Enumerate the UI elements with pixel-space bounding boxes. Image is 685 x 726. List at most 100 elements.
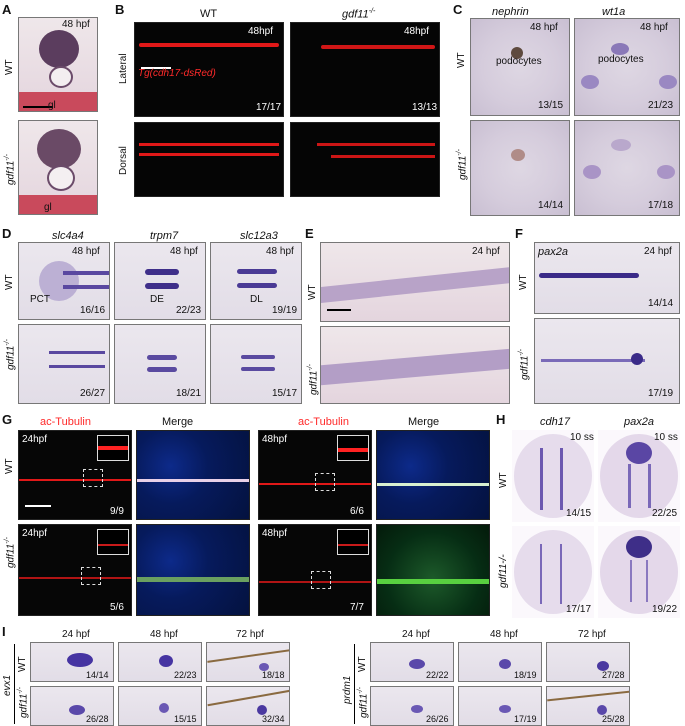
panel-g-wt-48-merge — [376, 430, 490, 520]
notochord — [47, 165, 75, 191]
panel-h-wt-label: WT — [498, 472, 509, 488]
panel-label-c: C — [453, 2, 463, 17]
cloaca-stain — [159, 703, 169, 713]
panel-b-mut-lateral — [290, 22, 440, 117]
panel-i-evx1-mut-72 — [206, 686, 290, 726]
panel-c-podo-1: podocytes — [496, 56, 542, 67]
pigment — [547, 690, 629, 702]
panel-label-b: B — [115, 2, 125, 17]
panel-d-stage-1: 48 hpf — [72, 246, 100, 257]
pronephros-signal — [317, 143, 435, 146]
panel-h-gene-1: cdh17 — [540, 416, 570, 428]
panel-g-count-3: 5/6 — [110, 602, 124, 613]
zoom-inset — [337, 435, 369, 461]
panel-g-wt-label: WT — [4, 458, 15, 474]
zoom-region — [83, 469, 103, 487]
panel-d-gene-2: trpm7 — [150, 230, 179, 242]
neural-tube — [37, 129, 81, 169]
panel-i-divider-2 — [354, 644, 355, 724]
panel-a-stage: 48 hpf — [62, 19, 90, 30]
panel-d-count-1: 16/16 — [80, 305, 106, 316]
cloaca-stain — [259, 663, 269, 671]
zoom-inset — [97, 529, 129, 555]
kidney-stain — [39, 261, 79, 301]
panel-i-prdm1-c4: 26/26 — [426, 714, 449, 724]
panel-d-count-4: 26/27 — [80, 388, 106, 399]
panel-i-evx1-c3: 18/18 — [262, 670, 285, 680]
kidney-stain — [626, 536, 652, 558]
panel-d-pct: PCT — [30, 294, 50, 305]
pronephric-duct — [338, 448, 368, 452]
pronephros-signal — [139, 43, 279, 47]
panel-f-count-2: 17/19 — [648, 388, 674, 399]
panel-d-trpm7-wt — [114, 242, 206, 320]
panel-g-mut-48-tub — [258, 524, 372, 616]
panel-i-prdm1-c3: 27/28 — [602, 670, 625, 680]
panel-b-wt-dorsal — [134, 122, 284, 197]
panel-b-dorsal: Dorsal — [118, 146, 129, 175]
panel-h-mut-label: gdf11-/- — [498, 554, 509, 588]
cloaca-stain — [499, 705, 511, 713]
cloaca-stain — [597, 661, 609, 671]
panel-h-count-3: 17/17 — [566, 604, 592, 615]
panel-f-gene: pax2a — [538, 246, 568, 258]
panel-c-wt-label: WT — [456, 52, 467, 68]
pronephric-duct — [377, 579, 489, 584]
panel-i-wt-label-1: WT — [17, 656, 28, 672]
panel-f-wt-image — [534, 242, 680, 314]
panel-g-mut-48-merge — [376, 524, 490, 616]
panel-d-stage-3: 48 hpf — [266, 246, 294, 257]
cloaca-stain — [257, 705, 267, 715]
panel-d-de: DE — [150, 294, 164, 305]
panel-label-a: A — [2, 2, 12, 17]
panel-d-gene-3: slc12a3 — [240, 230, 278, 242]
zoom-region — [81, 567, 101, 585]
tissue-band — [321, 348, 509, 386]
pronephros-stain — [539, 273, 639, 278]
panel-b-stage-1: 48hpf — [248, 26, 274, 37]
panel-b-mut-dorsal — [290, 122, 440, 197]
panel-g-merge-1: Merge — [162, 416, 194, 428]
panel-b-count-2: 13/13 — [412, 102, 438, 113]
panel-i-evx1-c1: 14/14 — [86, 670, 109, 680]
panel-g-wt-48-tub — [258, 430, 372, 520]
panel-a-wt-image — [18, 17, 98, 112]
zoom-region — [315, 473, 335, 491]
pigment — [207, 689, 289, 707]
panel-i-prdm1-c6: 25/28 — [602, 714, 625, 724]
zoom-inset — [97, 435, 129, 461]
panel-c-stage-1: 48 hpf — [530, 22, 558, 33]
panel-d-trpm7-mut — [114, 324, 206, 404]
pronephric-duct — [19, 577, 131, 579]
panel-i-prdm1-wt-24 — [370, 642, 454, 682]
panel-d-count-3: 19/19 — [272, 305, 298, 316]
panel-i-evx1-wt-24 — [30, 642, 114, 682]
panel-a-mut-label: gdf11-/- — [4, 154, 17, 185]
panel-b-wt-title: WT — [200, 8, 218, 20]
kidney-stain — [237, 283, 277, 288]
panel-i-evx1-c4: 26/28 — [86, 714, 109, 724]
panel-b-mut-title: gdf11-/- — [342, 8, 376, 21]
panel-g-count-4: 7/7 — [350, 602, 364, 613]
pronephric-duct — [137, 577, 249, 582]
kidney-stain — [145, 269, 179, 275]
pronephros-stain — [631, 353, 643, 365]
kidney-stain — [147, 355, 177, 360]
kidney-stain — [560, 448, 563, 510]
panel-e-mut-label: gdf11-/- — [307, 364, 320, 395]
panel-h-cdh17-wt — [512, 430, 594, 522]
panel-label-d: D — [2, 226, 12, 241]
panel-e-mut-image — [320, 326, 510, 404]
panel-a-gl-wt: gl — [48, 100, 56, 111]
tissue-band — [321, 267, 509, 303]
cloaca-stain — [597, 705, 607, 715]
panel-b-transgene: Tg(cdh17-dsRed) — [138, 68, 216, 79]
panel-h-count-2: 22/25 — [652, 508, 678, 519]
panel-i-time-1: 24 hpf — [62, 629, 90, 640]
panel-c-nephrin-mut — [470, 120, 570, 216]
panel-c-count-2: 21/23 — [648, 100, 674, 111]
pronephros-signal — [331, 155, 435, 158]
pronephros-signal — [321, 45, 435, 49]
panel-a-gl-mut: gl — [44, 202, 52, 213]
podocyte-stain — [657, 165, 675, 179]
